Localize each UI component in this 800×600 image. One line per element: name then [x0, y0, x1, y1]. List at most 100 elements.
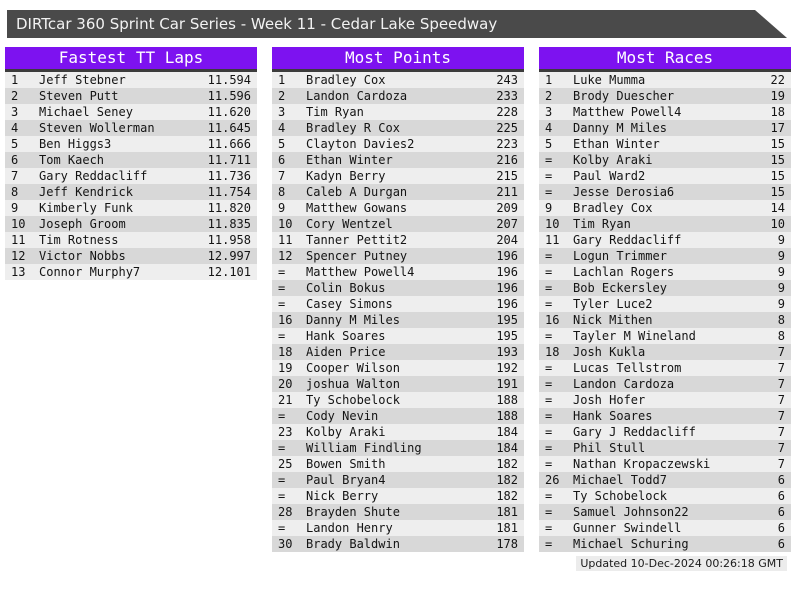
- cell-value: 11.620: [207, 105, 251, 119]
- table-row: 5 Ethan Winter 15: [539, 136, 791, 152]
- cell-name: Ty Schobelock: [573, 489, 667, 503]
- cell-rank: 4: [278, 121, 286, 135]
- cell-value: 7: [777, 441, 785, 455]
- cell-value: 184: [496, 425, 518, 439]
- cell-rank: 28: [278, 505, 293, 519]
- cell-rank: =: [545, 361, 553, 375]
- cell-value: 195: [496, 329, 518, 343]
- table-row: 5 Ben Higgs3 11.666: [5, 136, 257, 152]
- cell-rank: 2: [278, 89, 286, 103]
- cell-value: 19: [770, 89, 785, 103]
- cell-rank: 10: [278, 217, 293, 231]
- cell-value: 15: [770, 185, 785, 199]
- cell-name: Landon Cardoza: [573, 377, 675, 391]
- table-row: = Tayler M Wineland 8: [539, 328, 791, 344]
- table-row: 18 Aiden Price 193: [272, 344, 524, 360]
- table-row: 10 Tim Ryan 10: [539, 216, 791, 232]
- cell-name: Connor Murphy7: [39, 265, 141, 279]
- cell-rank: 10: [11, 217, 26, 231]
- table-row: 12 Spencer Putney 196: [272, 248, 524, 264]
- cell-rank: =: [278, 265, 286, 279]
- cell-value: 7: [777, 377, 785, 391]
- cell-value: 18: [770, 105, 785, 119]
- cell-name: Matthew Gowans: [306, 201, 408, 215]
- table-row: = Cody Nevin 188: [272, 408, 524, 424]
- cell-name: Paul Ward2: [573, 169, 646, 183]
- cell-name: Paul Bryan4: [306, 473, 386, 487]
- cell-rank: 9: [545, 201, 553, 215]
- cell-name: Nathan Kropaczewski: [573, 457, 711, 471]
- table-row: 4 Bradley R Cox 225: [272, 120, 524, 136]
- cell-rank: 1: [11, 73, 19, 87]
- table-row: 18 Josh Kukla 7: [539, 344, 791, 360]
- cell-name: Tim Ryan: [306, 105, 364, 119]
- cell-value: 6: [777, 505, 785, 519]
- cell-value: 11.594: [207, 73, 251, 87]
- cell-rank: =: [545, 265, 553, 279]
- cell-name: Ethan Winter: [306, 153, 393, 167]
- updated-timestamp: Updated 10-Dec-2024 00:26:18 GMT: [576, 556, 787, 571]
- cell-rank: =: [545, 297, 553, 311]
- table-row: 1 Bradley Cox 243: [272, 72, 524, 88]
- cell-rank: 4: [545, 121, 553, 135]
- panel-title: Most Points: [272, 47, 524, 72]
- cell-name: Hank Soares: [306, 329, 386, 343]
- cell-value: 11.596: [207, 89, 251, 103]
- cell-value: 11.754: [207, 185, 251, 199]
- cell-name: Samuel Johnson22: [573, 505, 689, 519]
- cell-rank: 25: [278, 457, 293, 471]
- table-row: = Gunner Swindell 6: [539, 520, 791, 536]
- cell-name: Tim Ryan: [573, 217, 631, 231]
- cell-name: Tim Rotness: [39, 233, 119, 247]
- table-row: = Josh Hofer 7: [539, 392, 791, 408]
- table-row: 11 Tim Rotness 11.958: [5, 232, 257, 248]
- panel-most-races: Most Races 1 Luke Mumma 22 2 Brody Duescher 19…: [539, 47, 791, 552]
- cell-rank: 11: [11, 233, 26, 247]
- table-row: = Gary J Reddacliff 7: [539, 424, 791, 440]
- table-row: 2 Brody Duescher 19: [539, 88, 791, 104]
- cell-rank: 16: [278, 313, 293, 327]
- cell-name: Brody Duescher: [573, 89, 675, 103]
- cell-rank: =: [278, 329, 286, 343]
- cell-value: 7: [777, 393, 785, 407]
- table-row: = William Findling 184: [272, 440, 524, 456]
- cell-value: 7: [777, 345, 785, 359]
- table-row: 9 Kimberly Funk 11.820: [5, 200, 257, 216]
- cell-name: Josh Hofer: [573, 393, 646, 407]
- cell-name: Kolby Araki: [306, 425, 386, 439]
- table-row: 23 Kolby Araki 184: [272, 424, 524, 440]
- cell-value: 182: [496, 473, 518, 487]
- cell-rank: =: [545, 393, 553, 407]
- table-row: = Casey Simons 196: [272, 296, 524, 312]
- cell-value: 11.736: [207, 169, 251, 183]
- cell-name: Clayton Davies2: [306, 137, 415, 151]
- table-row: = Landon Henry 181: [272, 520, 524, 536]
- table-row: = Hank Soares 195: [272, 328, 524, 344]
- cell-name: Cory Wentzel: [306, 217, 393, 231]
- cell-rank: =: [278, 473, 286, 487]
- table-row: 11 Tanner Pettit2 204: [272, 232, 524, 248]
- cell-value: 225: [496, 121, 518, 135]
- cell-value: 6: [777, 489, 785, 503]
- cell-rank: 5: [278, 137, 286, 151]
- cell-value: 11.958: [207, 233, 251, 247]
- table-row: 12 Victor Nobbs 12.997: [5, 248, 257, 264]
- cell-rank: 3: [11, 105, 19, 119]
- cell-value: 181: [496, 505, 518, 519]
- cell-value: 12.101: [207, 265, 251, 279]
- cell-rank: 2: [11, 89, 19, 103]
- cell-value: 196: [496, 249, 518, 263]
- cell-value: 8: [777, 329, 785, 343]
- table-row: 9 Matthew Gowans 209: [272, 200, 524, 216]
- cell-rank: 8: [278, 185, 286, 199]
- table-row: 7 Kadyn Berry 215: [272, 168, 524, 184]
- cell-value: 195: [496, 313, 518, 327]
- cell-name: William Findling: [306, 441, 422, 455]
- table-row: = Samuel Johnson22 6: [539, 504, 791, 520]
- cell-value: 11.820: [207, 201, 251, 215]
- cell-name: Victor Nobbs: [39, 249, 126, 263]
- cell-name: Landon Henry: [306, 521, 393, 535]
- cell-name: Kolby Araki: [573, 153, 653, 167]
- cell-value: 11.835: [207, 217, 251, 231]
- cell-rank: =: [278, 297, 286, 311]
